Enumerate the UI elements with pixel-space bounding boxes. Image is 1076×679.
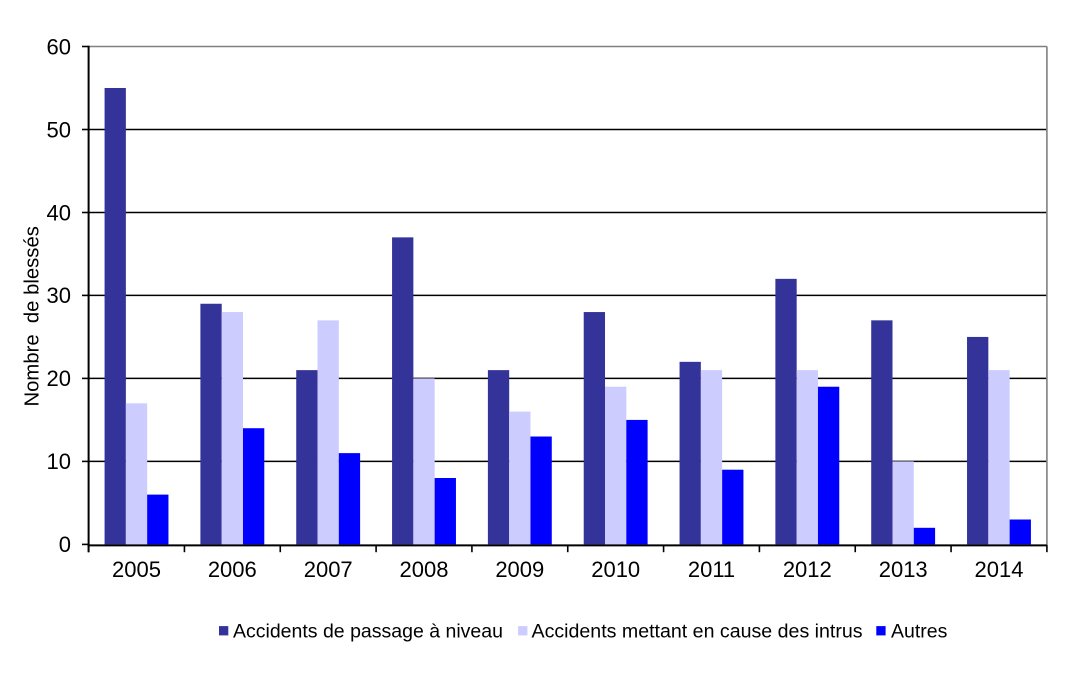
- svg-text:Accidents de passage à niveau: Accidents de passage à niveau: [233, 620, 503, 642]
- svg-text:2014: 2014: [975, 557, 1024, 582]
- svg-text:10: 10: [47, 449, 71, 474]
- svg-text:30: 30: [47, 283, 71, 308]
- svg-text:20: 20: [47, 366, 71, 391]
- svg-text:2011: 2011: [688, 557, 735, 582]
- svg-text:2005: 2005: [112, 557, 161, 582]
- svg-text:2008: 2008: [400, 557, 449, 582]
- svg-text:Autres: Autres: [891, 620, 948, 642]
- svg-text:50: 50: [47, 117, 71, 142]
- svg-text:0: 0: [59, 532, 71, 557]
- svg-text:2009: 2009: [495, 557, 544, 582]
- svg-text:Accidents mettant en cause des: Accidents mettant en cause des intrus: [532, 620, 863, 642]
- svg-text:Nombre de blessés: Nombre de blessés: [22, 226, 44, 406]
- svg-text:40: 40: [47, 200, 71, 225]
- svg-text:2006: 2006: [208, 557, 257, 582]
- svg-text:2012: 2012: [783, 557, 832, 582]
- svg-text:2013: 2013: [879, 557, 928, 582]
- svg-text:2010: 2010: [591, 557, 640, 582]
- svg-text:60: 60: [47, 34, 71, 59]
- svg-text:2007: 2007: [304, 557, 353, 582]
